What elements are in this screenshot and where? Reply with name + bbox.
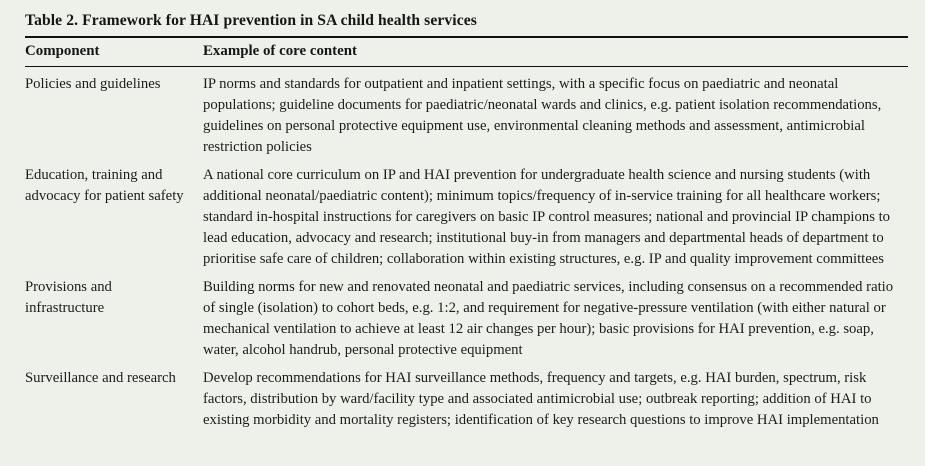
header-rule bbox=[25, 66, 908, 67]
table-row: Policies and guidelines IP norms and sta… bbox=[25, 67, 908, 158]
column-header-component: Component bbox=[25, 43, 100, 59]
table-row: Surveillance and research Develop recomm… bbox=[25, 361, 908, 431]
row-content-provisions-and-infrastructure: Building norms for new and renovated neo… bbox=[203, 279, 894, 358]
top-rule bbox=[25, 36, 908, 38]
row-component-provisions-and-infrastructure: Provisions and infrastructure bbox=[25, 279, 112, 316]
table-title: Table 2. Framework for HAI prevention in… bbox=[25, 12, 477, 29]
table-row: Provisions and infrastructure Building n… bbox=[25, 270, 908, 361]
column-header-example-of-core-content: Example of core content bbox=[203, 43, 357, 59]
row-content-surveillance-and-research: Develop recommendations for HAI surveill… bbox=[203, 370, 879, 428]
row-component-surveillance-and-research: Surveillance and research bbox=[25, 370, 176, 386]
row-component-education-training-advocacy: Education, training and advocacy for pat… bbox=[25, 167, 184, 204]
row-content-policies-and-guidelines: IP norms and standards for outpatient an… bbox=[203, 76, 882, 155]
table-row: Education, training and advocacy for pat… bbox=[25, 158, 908, 270]
row-component-policies-and-guidelines: Policies and guidelines bbox=[25, 76, 161, 92]
table-header-row: Component Example of core content bbox=[25, 38, 908, 66]
row-content-education-training-advocacy: A national core curriculum on IP and HAI… bbox=[203, 167, 891, 267]
